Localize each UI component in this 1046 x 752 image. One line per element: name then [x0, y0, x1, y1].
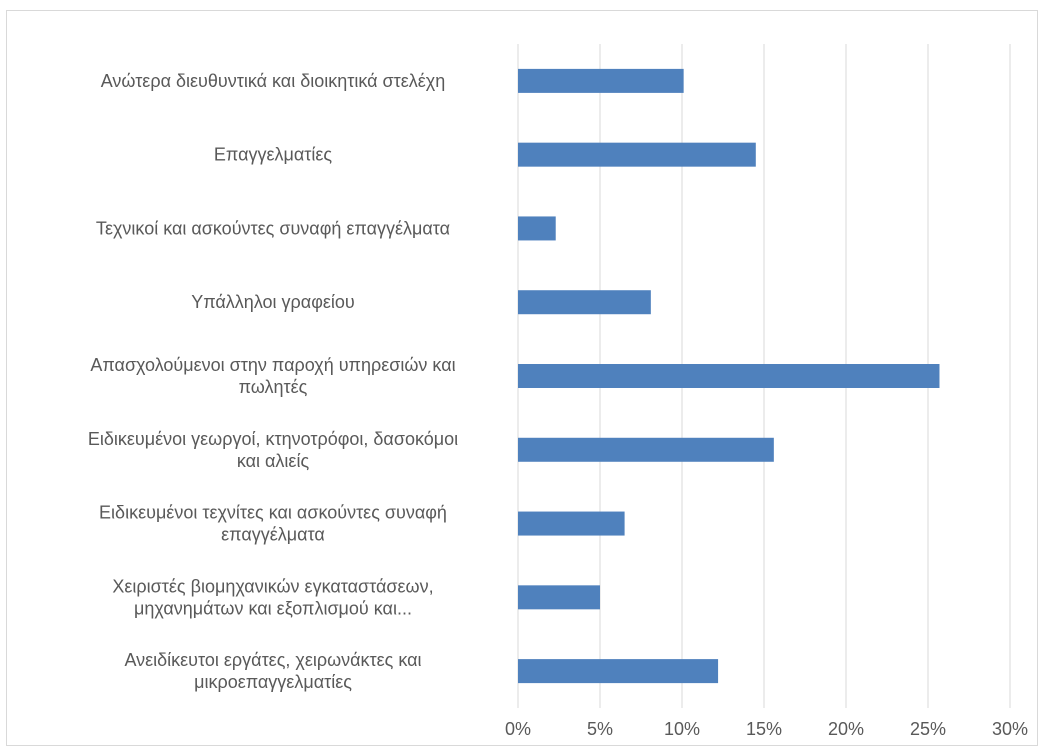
category-label-line: Ειδικευμένοι τεχνίτες και ασκούντες συνα… [99, 503, 447, 523]
category-label-line: και αλιείς [237, 451, 310, 471]
category-label: Απασχολούμενοι στην παροχή υπηρεσιών και… [90, 355, 455, 397]
x-tick-label: 25% [910, 719, 946, 739]
category-label: Υπάλληλοι γραφείου [191, 292, 355, 312]
bar [518, 290, 651, 315]
category-label: Τεχνικοί και ασκούντες συναφή επαγγέλματ… [96, 218, 450, 238]
bars [518, 68, 940, 684]
category-label-line: Χειριστές βιομηχανικών εγκαταστάσεων, [112, 576, 433, 596]
category-label: Ανειδίκευτοι εργάτες, χειρωνάκτες και μικ… [124, 650, 421, 692]
bar [518, 364, 940, 388]
category-label: Ειδικευμένοι τεχνίτες και ασκούντες συνα… [99, 503, 447, 545]
category-label-line: Τεχνικοί και ασκούντες συναφή επαγγέλματ… [96, 218, 450, 238]
x-tick-label: 10% [664, 719, 700, 739]
chart-frame: Ανώτερα διευθυντικά και διοικητικά στελέ… [6, 10, 1038, 746]
bar [518, 216, 556, 241]
bar [518, 68, 684, 93]
x-tick-label: 20% [828, 719, 864, 739]
category-label-line: Ανώτερα διευθυντικά και διοικητικά στελέ… [101, 71, 446, 91]
bar [518, 437, 774, 462]
x-axis-tick-labels: 0% 5% 10% 15% 20% 25% 30% [505, 719, 1028, 739]
x-tick-label: 5% [587, 719, 613, 739]
bar [518, 511, 625, 536]
category-label-line: μηχανημάτων και εξοπλισμού και... [134, 598, 412, 618]
category-label-line: Ανειδίκευτοι εργάτες, χειρωνάκτες και [124, 650, 421, 670]
category-label: Ειδικευμένοι γεωργοί, κτηνοτρόφοι, δασοκ… [88, 429, 458, 471]
category-label: Χειριστές βιομηχανικών εγκαταστάσεων, μηχ… [112, 576, 433, 618]
category-label-line: μικροεπαγγελματίες [194, 672, 352, 692]
x-tick-label: 15% [746, 719, 782, 739]
x-tick-label: 0% [505, 719, 531, 739]
bar [518, 142, 756, 167]
bar [518, 659, 719, 684]
category-label-line: Επαγγελματίες [214, 145, 333, 165]
category-label-line: Απασχολούμενοι στην παροχή υπηρεσιών και [90, 355, 455, 375]
category-label: Ανώτερα διευθυντικά και διοικητικά στελέ… [101, 71, 446, 91]
x-tick-label: 30% [992, 719, 1028, 739]
bar [518, 585, 600, 610]
category-labels: Ανώτερα διευθυντικά και διοικητικά στελέ… [88, 71, 458, 692]
bar-chart: Ανώτερα διευθυντικά και διοικητικά στελέ… [88, 44, 1028, 739]
category-label: Επαγγελματίες [214, 145, 333, 165]
category-label-line: Υπάλληλοι γραφείου [191, 292, 355, 312]
category-label-line: επαγγέλματα [221, 525, 325, 545]
category-label-line: πωλητές [239, 377, 308, 397]
category-label-line: Ειδικευμένοι γεωργοί, κτηνοτρόφοι, δασοκ… [88, 429, 458, 449]
